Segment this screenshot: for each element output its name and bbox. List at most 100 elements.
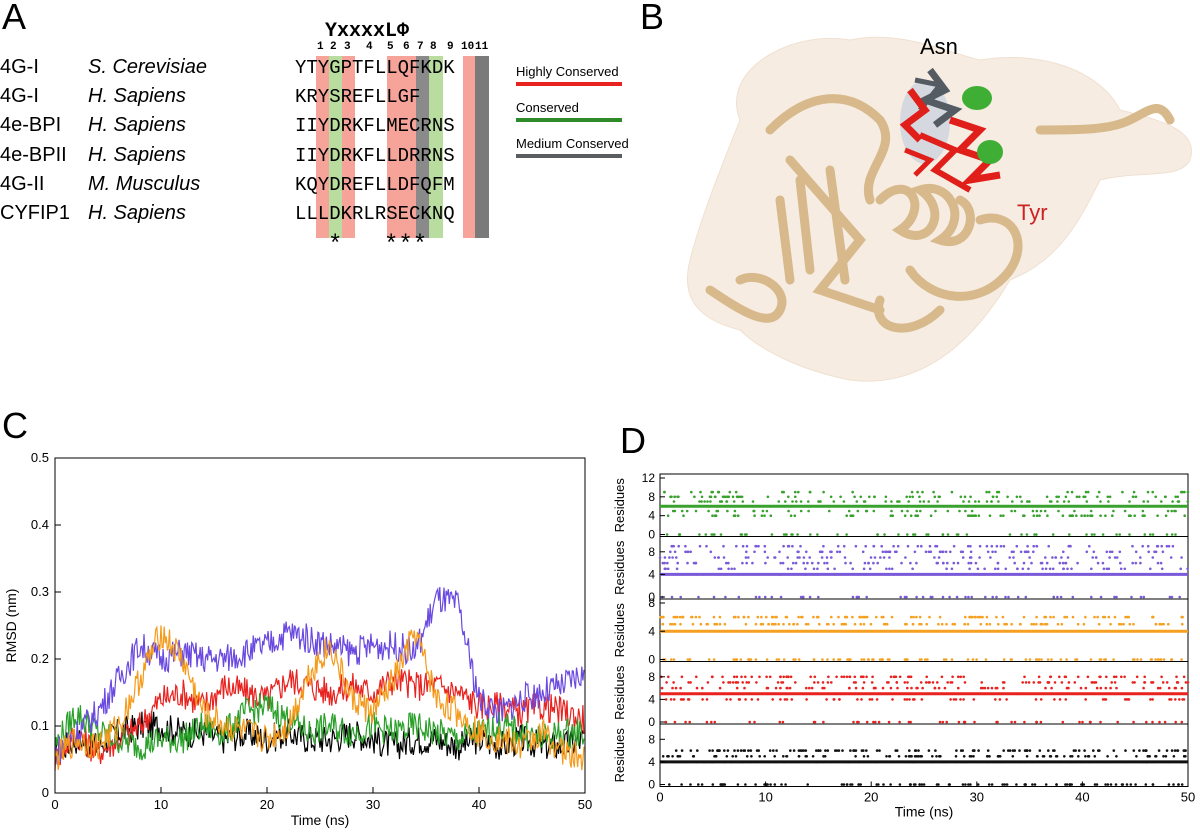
residue-point — [1002, 544, 1006, 548]
residue-point — [740, 495, 744, 499]
residue-point — [1039, 720, 1043, 724]
residue-point — [1062, 567, 1065, 571]
residue-point — [795, 500, 798, 503]
residue-point — [880, 615, 884, 619]
protein-name: 4G-I — [0, 56, 39, 78]
residue-point — [965, 760, 968, 764]
residue-point — [1073, 681, 1077, 684]
residue-point — [758, 675, 761, 679]
residue-point — [1049, 675, 1053, 679]
residue-point — [1107, 630, 1111, 633]
residue-point — [861, 550, 865, 554]
residue-point — [790, 698, 794, 701]
residue-point — [918, 622, 921, 626]
residue-point — [1030, 622, 1033, 626]
residue-point — [751, 500, 755, 503]
residue-point — [1149, 567, 1152, 571]
residue-point — [725, 495, 729, 499]
residue-point — [1056, 622, 1060, 626]
residue-point — [697, 595, 700, 599]
residue-point — [918, 615, 922, 619]
residue-point — [865, 615, 869, 619]
residue-point — [890, 567, 894, 571]
residue-point — [789, 675, 793, 679]
residue-point — [1141, 509, 1145, 513]
residue-point — [742, 692, 745, 696]
residue-point — [874, 760, 877, 764]
residue-point — [1120, 630, 1124, 633]
residue-point — [695, 675, 698, 679]
residue-point — [673, 495, 676, 499]
residue-point — [810, 686, 814, 690]
residue-point — [957, 675, 960, 679]
residue-point — [1039, 509, 1043, 513]
residue-point — [821, 550, 824, 554]
residue-point — [1180, 760, 1184, 764]
residue-point — [782, 755, 785, 758]
residue-point — [1151, 490, 1154, 494]
residue-point — [921, 595, 925, 599]
residue-point — [890, 500, 893, 503]
conserved-stars-2: *** — [384, 232, 428, 259]
residue-point — [966, 658, 970, 661]
residue-point — [1131, 681, 1135, 684]
residue-point — [673, 509, 677, 513]
residue-point — [1044, 686, 1047, 690]
residue-point — [1027, 681, 1031, 684]
residue-point — [1101, 573, 1104, 576]
residue-point — [1168, 698, 1171, 701]
residue-point — [790, 533, 793, 536]
residue-point — [796, 550, 799, 554]
residue-point — [804, 755, 807, 758]
residue-point — [1084, 755, 1087, 758]
species-name: S. Cerevisiae — [88, 56, 207, 78]
residue-point — [802, 692, 805, 696]
residue-point — [919, 509, 922, 513]
residue-point — [1067, 544, 1070, 548]
residue-point — [870, 681, 874, 684]
residue-point — [987, 783, 991, 786]
residue-point — [1154, 692, 1157, 696]
residue-point — [790, 505, 793, 508]
residue-point — [852, 760, 856, 764]
residue-point — [1179, 567, 1182, 571]
residue-point — [924, 760, 928, 764]
residue-point — [1139, 658, 1143, 661]
residue-point — [946, 561, 949, 565]
residue-point — [1077, 755, 1080, 758]
residue-point — [1174, 630, 1178, 633]
residue-point — [728, 490, 732, 494]
residue-point — [1151, 533, 1155, 536]
legend-label: Highly Conserved — [516, 64, 619, 79]
residue-point — [984, 658, 988, 661]
residue-point — [714, 692, 717, 696]
residue-point — [856, 509, 860, 513]
residue-point — [1090, 567, 1093, 571]
residue-point — [690, 615, 694, 619]
residue-point — [1041, 567, 1044, 571]
residue-point — [709, 495, 713, 499]
residue-point — [698, 544, 702, 548]
residue-point — [1106, 505, 1110, 508]
residue-point — [787, 509, 790, 513]
residue-point — [966, 544, 970, 548]
residue-point — [702, 630, 706, 633]
residue-point — [666, 567, 670, 571]
residue-point — [842, 630, 846, 633]
residue-point — [686, 561, 689, 565]
residue-point — [661, 561, 665, 565]
residue-point — [946, 509, 950, 513]
residue-point — [859, 622, 862, 626]
residue-point — [1035, 720, 1038, 724]
residue-point — [1000, 692, 1003, 696]
residue-point — [829, 630, 833, 633]
residue-point — [955, 505, 958, 508]
residue-point — [792, 561, 795, 565]
residue-point — [978, 556, 981, 559]
residue-point — [996, 567, 1000, 571]
residue-point — [844, 561, 847, 565]
residue-point — [1146, 490, 1150, 494]
residue-point — [1105, 550, 1109, 554]
residue-point — [857, 783, 861, 786]
residue-point — [769, 692, 772, 696]
